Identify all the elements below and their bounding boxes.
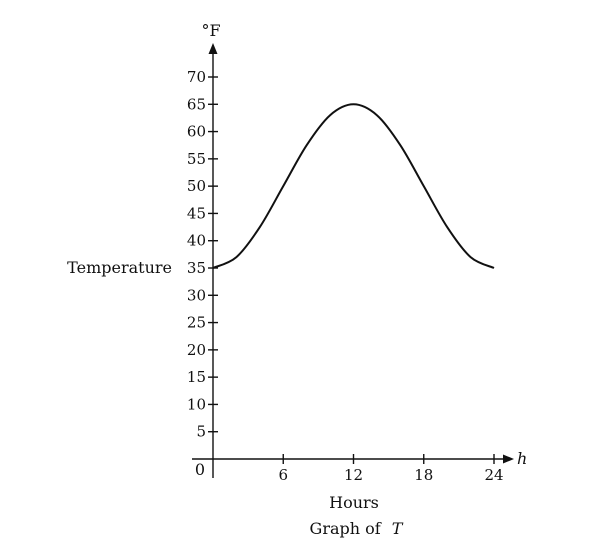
chart-title-variable: T <box>392 519 404 538</box>
x-tick-label: 18 <box>414 466 433 484</box>
y-tick-label: 5 <box>196 423 206 441</box>
origin-label: 0 <box>195 460 205 479</box>
y-tick-label: 70 <box>187 68 206 86</box>
x-tick-label: 6 <box>278 466 288 484</box>
x-axis-label: Hours <box>329 493 379 512</box>
x-tick-label: 24 <box>484 466 503 484</box>
y-unit-label: °F <box>201 21 220 40</box>
y-tick-label: 25 <box>187 314 206 332</box>
y-tick-label: 45 <box>187 204 206 222</box>
y-tick-label: 65 <box>187 95 206 113</box>
y-tick-label: 15 <box>187 368 206 386</box>
y-axis-arrow-icon <box>208 43 218 54</box>
x-axis-var-label: h <box>517 449 527 468</box>
y-tick-label: 35 <box>187 259 206 277</box>
y-tick-label: 50 <box>187 177 206 195</box>
chart-title-prefix: Graph of <box>310 519 382 538</box>
y-axis-label: Temperature <box>67 258 172 277</box>
y-tick-label: 20 <box>187 341 206 359</box>
series <box>212 103 495 269</box>
y-tick-label: 60 <box>187 123 206 141</box>
x-axis-arrow-icon <box>503 454 514 464</box>
y-tick-label: 30 <box>187 286 206 304</box>
y-tick-label: 10 <box>187 395 206 413</box>
y-tick-label: 40 <box>187 232 206 250</box>
chart-title: Graph of T <box>310 519 404 538</box>
ticks: 5 10 15 20 25 30 35 40 45 50 55 60 65 70 6 12 18 24 <box>187 68 504 484</box>
x-tick-label: 12 <box>344 466 363 484</box>
axes <box>192 43 514 478</box>
y-tick-label: 55 <box>187 150 206 168</box>
labels: Temperature °F h 0 Hours Graph of T <box>67 21 527 538</box>
temperature-curve <box>212 103 495 269</box>
